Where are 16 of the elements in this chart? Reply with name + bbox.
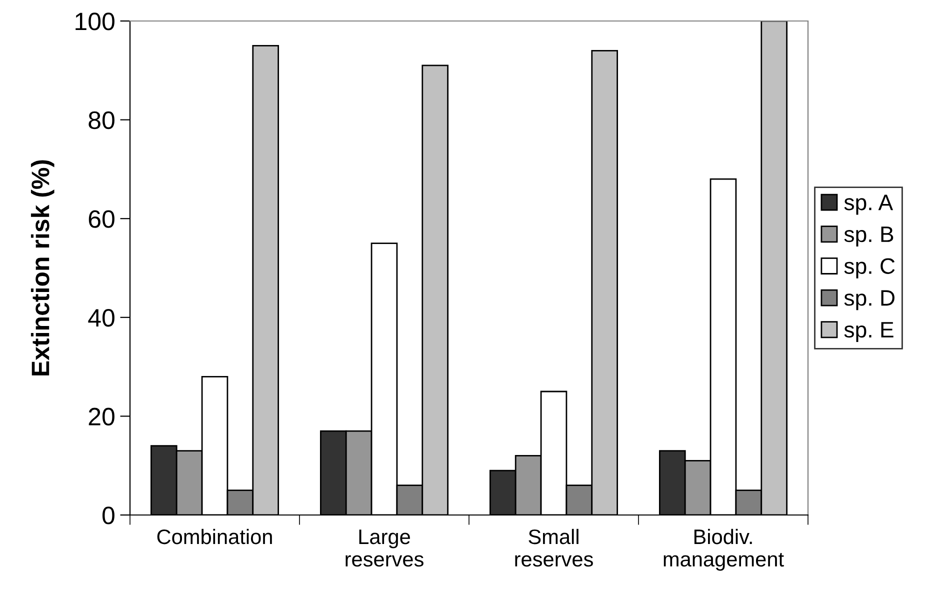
legend-label: sp. D bbox=[844, 290, 894, 310]
x-tick-label: Biodiv. management bbox=[664, 528, 784, 571]
y-tick-label: 0 bbox=[102, 506, 114, 524]
y-tick-label: 40 bbox=[88, 309, 114, 327]
x-tick-label: Large reserves bbox=[346, 530, 424, 567]
y-tick-label: 20 bbox=[88, 408, 114, 426]
y-tick-label: 60 bbox=[88, 210, 114, 228]
legend-label: sp. E bbox=[844, 322, 894, 342]
legend-label: sp. A bbox=[844, 194, 894, 215]
legend-label: sp. C bbox=[844, 258, 895, 278]
y-tick-label: 80 bbox=[88, 111, 114, 130]
legend-label: sp. B bbox=[844, 226, 894, 247]
y-axis-title: Extinction risk (%) bbox=[30, 160, 54, 376]
x-tick-label: Small reserves bbox=[515, 528, 593, 567]
y-tick-label: 100 bbox=[76, 12, 114, 30]
x-tick-label: Combination bbox=[157, 528, 272, 544]
